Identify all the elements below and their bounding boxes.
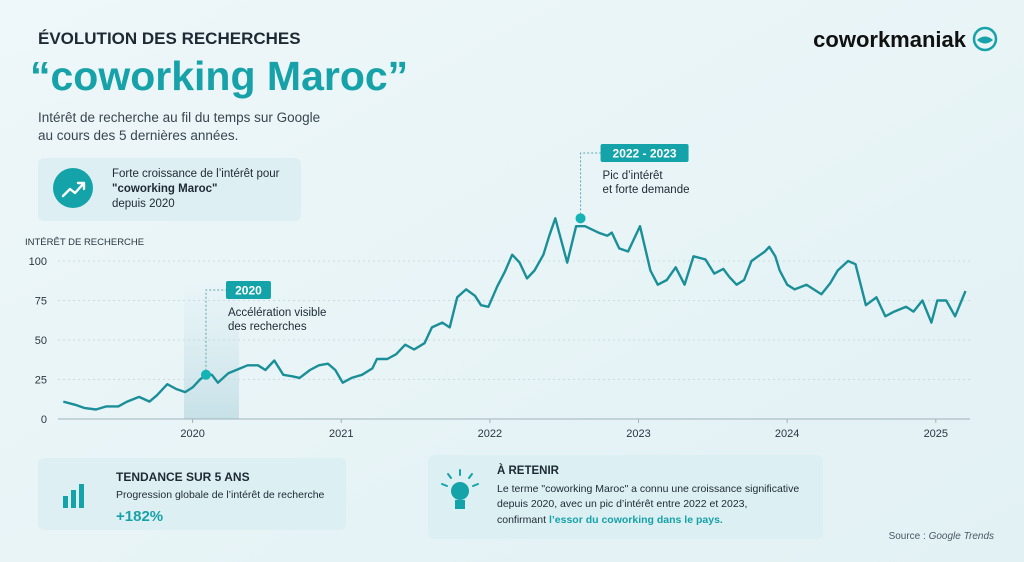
takeaway-text: Le terme "coworking Maroc" a connu une c… [497,483,799,495]
trend-icon [61,181,86,198]
card-text: Forte croissance de l’intérêt pour [112,168,280,180]
logo-icon [972,26,998,52]
y-tick-label: 100 [29,256,47,268]
x-tick-label: 2020 [180,428,204,440]
y-tick-label: 50 [35,335,47,347]
headline: “coworking Maroc” [30,53,408,99]
bars-icon [79,484,84,508]
y-tick-label: 25 [35,375,47,387]
title: ÉVOLUTION DES RECHERCHES [38,29,301,48]
takeaway-card [428,455,823,539]
trend-title: TENDANCE SUR 5 ANS [116,470,250,484]
source-name: Google Trends [929,531,994,542]
annotation-text: des recherches [228,321,307,333]
trend-text: Progression globale de l’intérêt de rech… [116,489,325,501]
bars-icon [71,490,76,508]
trend-card [38,458,346,530]
y-tick-label: 75 [35,296,47,308]
x-tick-label: 2021 [329,428,353,440]
bulb-icon [451,482,469,500]
x-tick-label: 2024 [775,428,799,440]
source-label: Source : [889,531,929,542]
card-text: "coworking Maroc" [112,183,217,195]
takeaway-title: À RETENIR [497,464,560,477]
y-tick-label: 0 [41,414,47,426]
subtitle: Intérêt de recherche au fil du temps sur… [38,110,320,125]
y-axis-label: INTÉRÊT DE RECHERCHE [25,237,144,248]
annotation-text: Accélération visible [228,307,326,319]
annotation-badge [225,281,271,299]
leader-line [205,289,226,375]
logo: coworkmaniak [813,27,967,52]
plot: 0 25 50 75 100 2020 2021 2022 2023 2024 2025 2020 Ac… [29,144,970,440]
takeaway-text: confirmant [497,514,549,526]
bulb-icon [441,469,479,487]
subtitle: au cours des 5 dernières années. [38,128,238,143]
x-tick-label: 2022 [478,428,502,440]
takeaway-text: depuis 2020, avec un pic d’intérêt entre… [497,498,747,510]
highlight-band [183,280,239,419]
annotation-badge [600,144,689,162]
bars-icon [63,496,68,508]
card-text: depuis 2020 [112,198,175,210]
annotation-point [575,213,586,224]
annotation-text: et forte demande [603,184,690,196]
bulb-icon [455,500,465,509]
annotation-label: 2022 - 2023 [613,147,677,161]
annotation-label: 2020 [235,284,262,298]
trend-value: +182% [116,508,163,525]
trend-line [62,217,967,411]
leader-line [580,152,601,219]
trend-icon [53,168,93,208]
logo-icon [977,36,993,44]
source: Source : Google Trends [889,531,994,542]
x-tick-label: 2025 [924,428,948,440]
takeaway-text: confirmant l’essor du coworking dans le … [497,514,723,526]
takeaway-highlight: l’essor du coworking dans le pays. [549,514,723,526]
annotation-point [200,369,211,380]
annotation-text: Pic d’intérêt [603,170,664,182]
x-tick-label: 2023 [626,428,650,440]
highlight-card [38,158,301,221]
